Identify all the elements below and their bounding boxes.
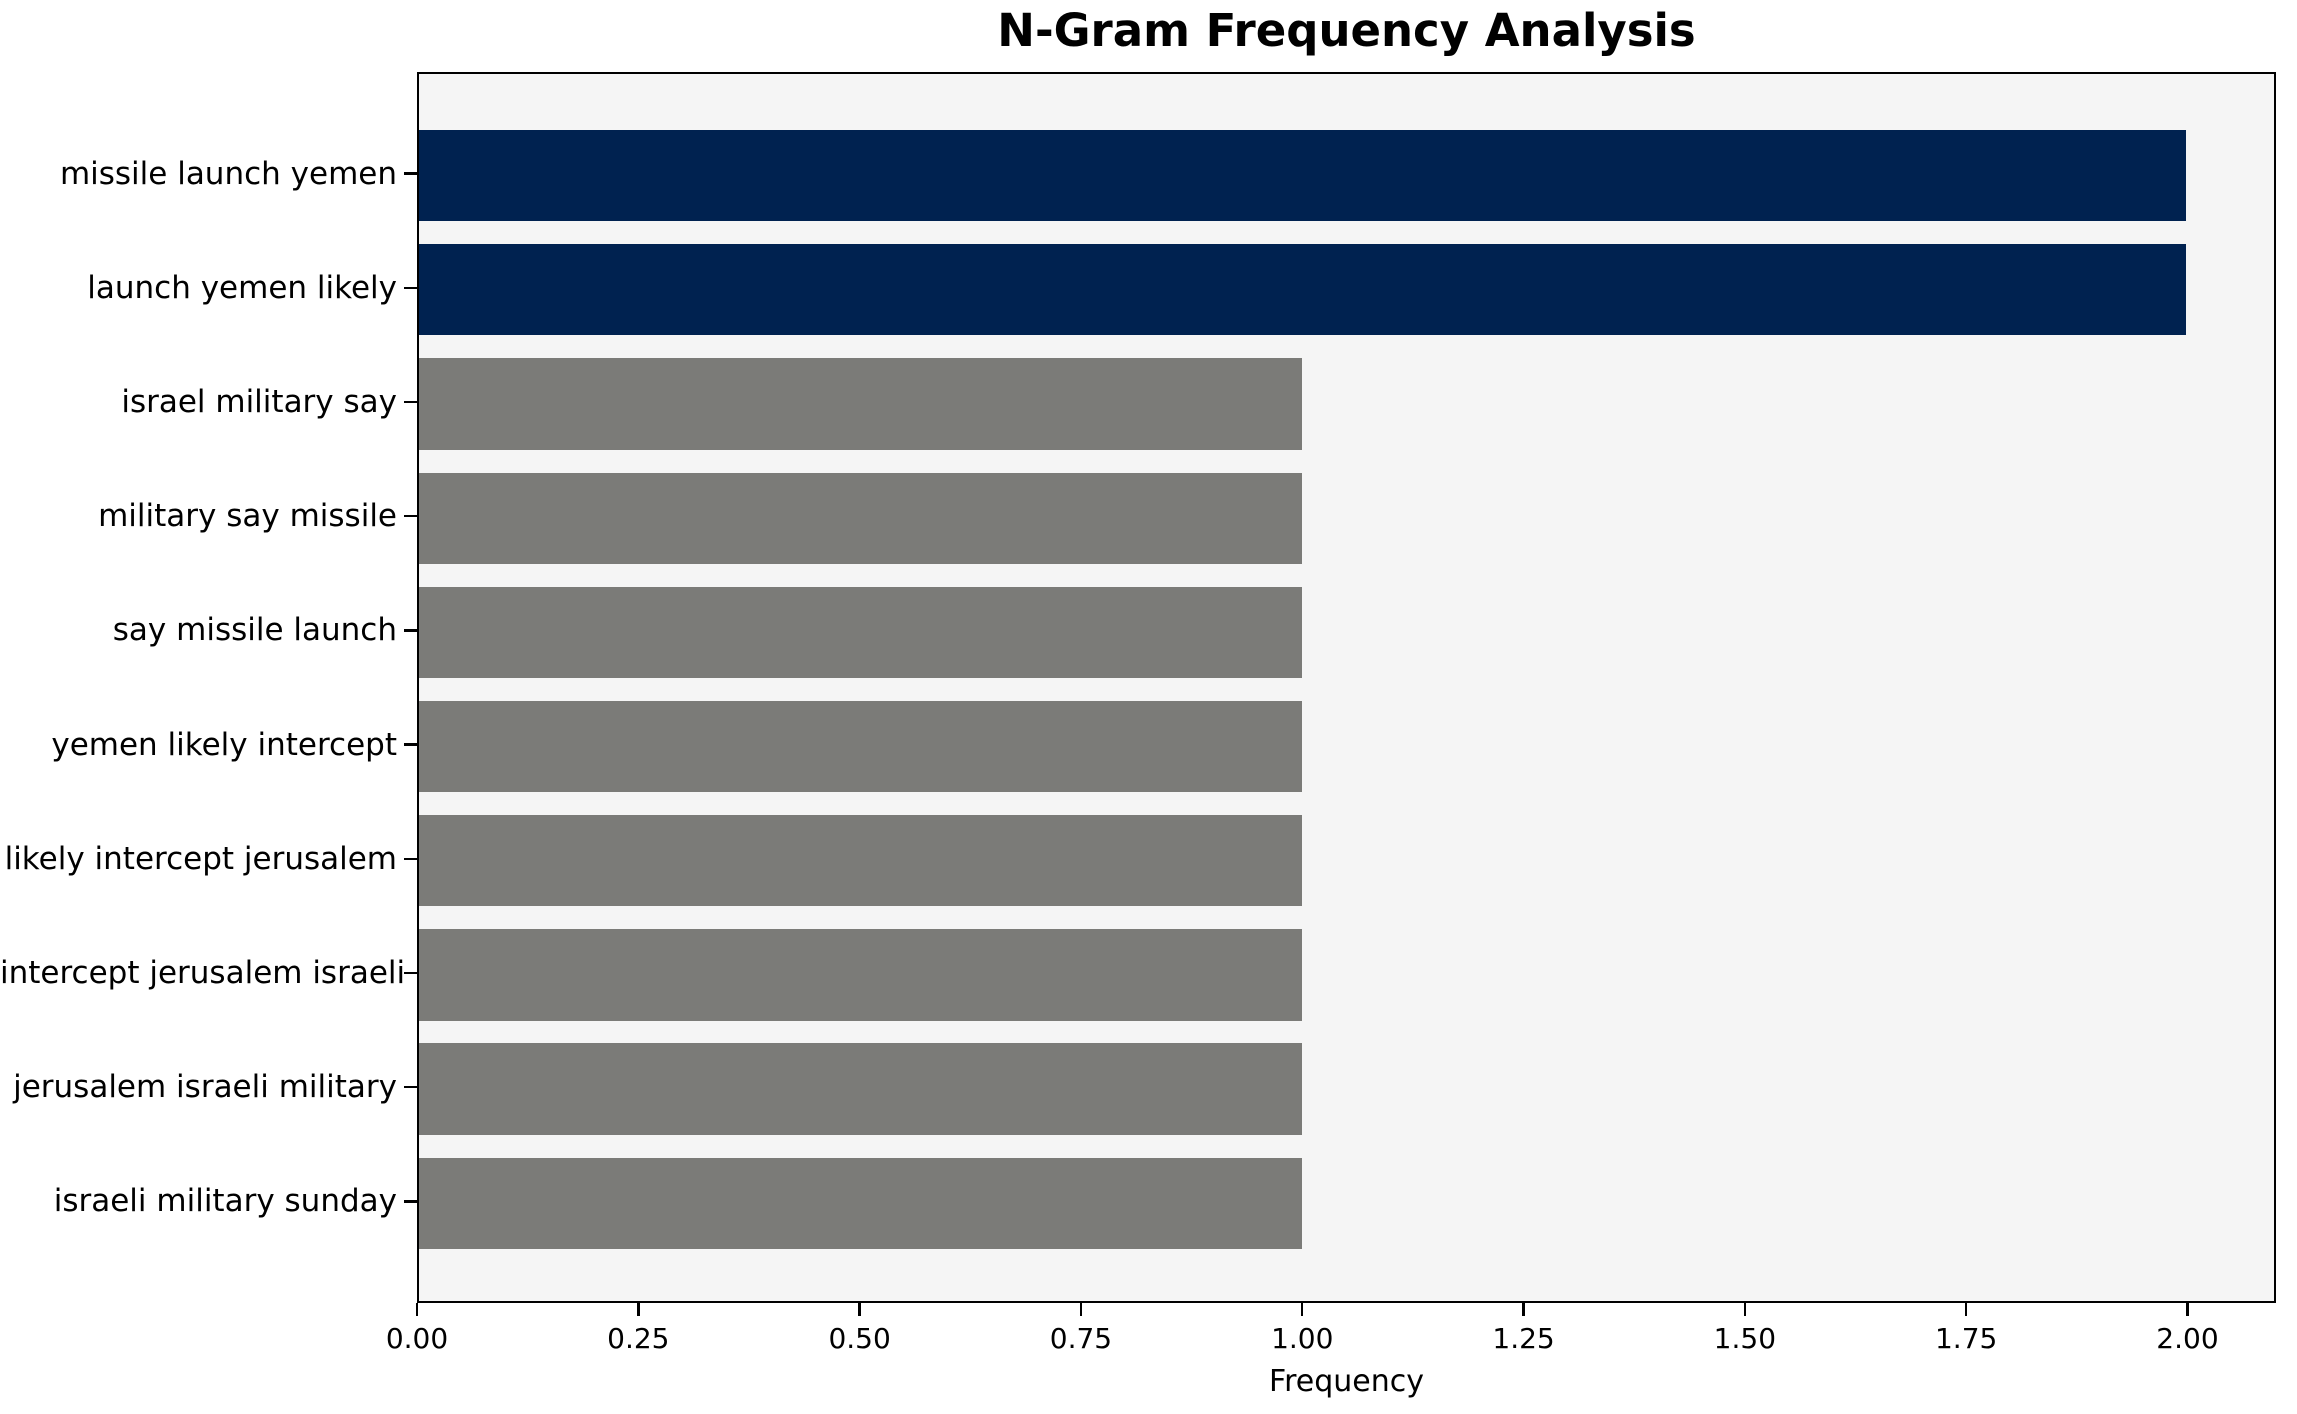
y-tick-label: likely intercept jerusalem <box>4 840 397 877</box>
x-tick-mark <box>1079 1303 1083 1316</box>
y-tick-label: israeli military sunday <box>53 1183 397 1220</box>
y-tick-mark <box>404 514 417 518</box>
y-tick-label: military say missile <box>98 498 397 535</box>
x-tick-mark <box>1522 1303 1525 1316</box>
x-tick-label: 1.25 <box>1492 1322 1555 1355</box>
bar <box>419 815 1303 907</box>
x-tick-label: 0.75 <box>1049 1322 1113 1355</box>
y-tick-mark <box>404 971 417 975</box>
bar <box>419 1043 1303 1135</box>
bar <box>419 244 2186 336</box>
y-tick-label: intercept jerusalem israeli <box>0 954 406 991</box>
y-tick-mark <box>404 1200 417 1203</box>
chart-title: N-Gram Frequency Analysis <box>997 4 1696 57</box>
y-tick-mark <box>404 400 417 404</box>
y-tick-label: launch yemen likely <box>87 269 397 306</box>
x-tick-mark <box>415 1303 419 1316</box>
x-tick-mark <box>2186 1303 2189 1316</box>
x-tick-mark <box>1964 1303 1968 1316</box>
x-tick-label: 1.00 <box>1271 1322 1334 1355</box>
x-tick-mark <box>1300 1303 1304 1316</box>
y-tick-label: jerusalem israeli military <box>13 1069 397 1106</box>
x-axis-label: Frequency <box>1269 1364 1424 1399</box>
y-tick-mark <box>404 857 417 860</box>
x-tick-label: 0.00 <box>385 1322 449 1355</box>
y-tick-mark <box>404 172 417 175</box>
y-tick-mark <box>404 1085 417 1089</box>
x-tick-mark <box>637 1303 640 1316</box>
bar <box>419 929 1303 1021</box>
bar <box>419 129 2186 222</box>
x-tick-label: 2.00 <box>2156 1322 2219 1355</box>
y-tick-mark <box>404 286 417 290</box>
y-tick-label: missile launch yemen <box>59 155 397 192</box>
x-tick-label: 1.75 <box>1934 1322 1998 1355</box>
x-tick-label: 1.50 <box>1713 1322 1777 1355</box>
bar <box>419 358 1303 450</box>
y-tick-mark <box>404 743 417 746</box>
x-tick-mark <box>1743 1303 1747 1316</box>
bar <box>419 700 1303 793</box>
plot-area <box>417 72 2276 1303</box>
y-tick-label: say missile launch <box>112 612 397 649</box>
bar <box>419 1157 1303 1249</box>
x-tick-label: 0.50 <box>828 1322 891 1355</box>
bar <box>419 472 1303 564</box>
y-tick-label: yemen likely intercept <box>51 726 397 763</box>
x-tick-mark <box>858 1303 861 1316</box>
x-tick-label: 0.25 <box>607 1322 670 1355</box>
y-tick-mark <box>404 629 417 632</box>
y-tick-label: israel military say <box>121 384 397 420</box>
bar <box>419 586 1303 679</box>
